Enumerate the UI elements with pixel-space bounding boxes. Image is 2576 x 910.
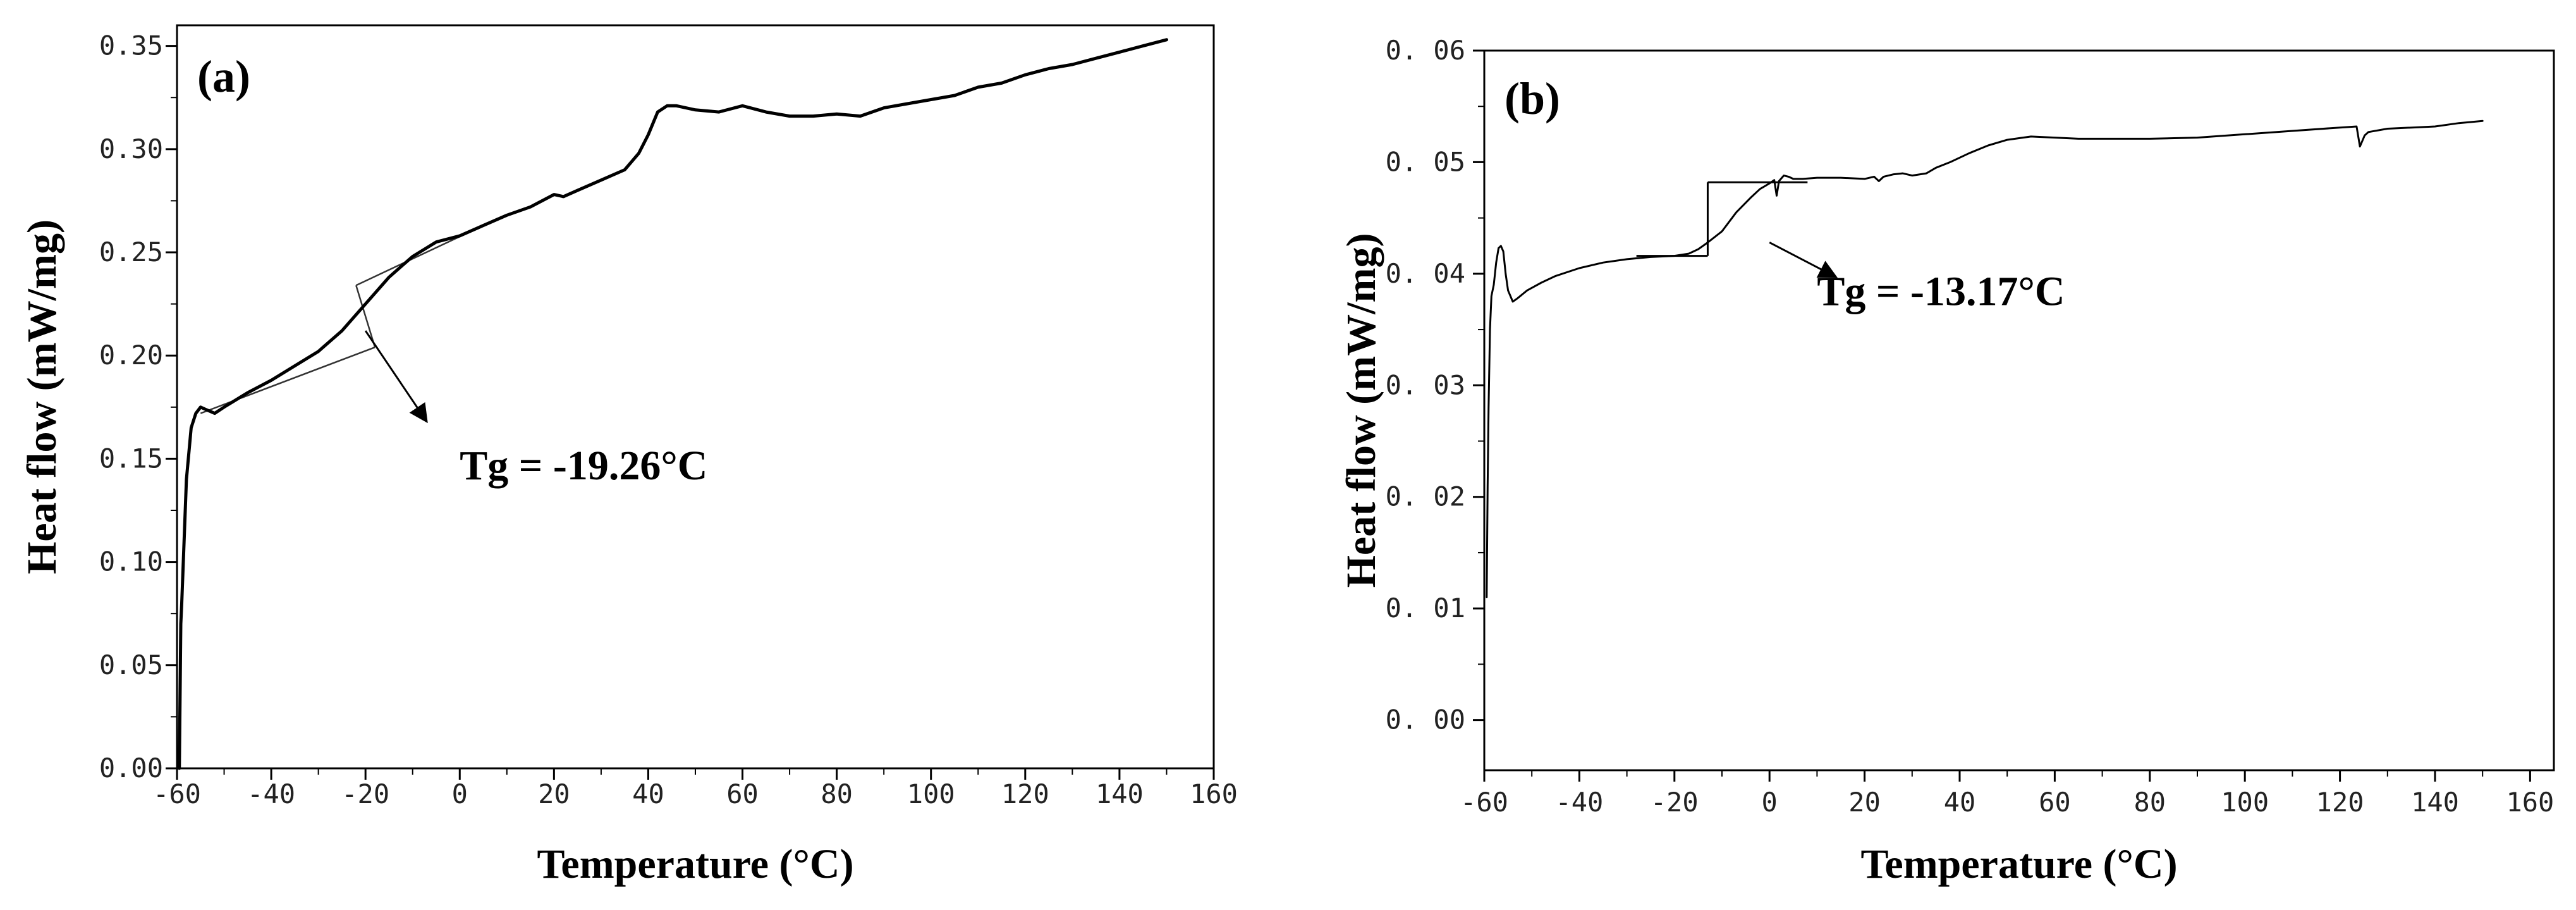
x-tick-label-b: 20: [1848, 787, 1881, 818]
x-tick-label-a: 120: [1001, 778, 1049, 809]
annotation-arrow-a: [364, 330, 428, 424]
x-tick-label-b: 60: [2039, 787, 2071, 818]
y-tick-label-a: 0.30: [99, 133, 163, 164]
x-tick-label-a: 100: [907, 778, 955, 809]
x-tick-label-a: -20: [341, 778, 389, 809]
y-tick-label-b: 0. 01: [1386, 593, 1465, 624]
chart-panel-b: -60 -40 -20 0 20 40 60 80 100 120 140 160 0. 00 0. 01…: [1338, 35, 2555, 887]
x-tick-label-b: 0: [1762, 787, 1778, 818]
tg-annotation-b: Tg = -13.17°C: [1817, 268, 2065, 314]
y-tick-label-a: 0.00: [99, 753, 163, 784]
y-tick-label-b: 0. 02: [1386, 481, 1465, 512]
x-tick-label-a: 40: [632, 778, 664, 809]
y-tick-label-b: 0. 03: [1386, 369, 1465, 400]
y-tick-label-b: 0. 06: [1386, 35, 1465, 66]
y-tick-label-b: 0. 04: [1386, 258, 1465, 289]
y-tick-label-a: 0.10: [99, 546, 163, 577]
x-tick-label-a: 20: [538, 778, 570, 809]
plot-frame-b: [1483, 49, 2555, 772]
x-tick-label-b: -60: [1460, 787, 1508, 818]
series-line-b: [1486, 120, 2484, 598]
annotation-arrow-b: [1769, 242, 1838, 278]
x-tick-label-a: -60: [153, 778, 201, 809]
tangent-line-a: [200, 346, 375, 414]
chart-panel-a: -60 -40 -20 0 20 40 60 80 100 120 140 160 0.00 0.05 0.…: [19, 24, 1238, 887]
y-tick-label-b: 0. 05: [1386, 146, 1465, 177]
x-tick-label-a: 0: [452, 778, 468, 809]
y-tick-label-a: 0.05: [99, 649, 163, 680]
y-tick-label-b: 0. 00: [1386, 704, 1465, 735]
x-tick-label-a: -40: [247, 778, 295, 809]
x-tick-label-b: -40: [1555, 787, 1603, 818]
y-tick-label-a: 0.35: [99, 30, 163, 61]
panel-label-b: (b): [1505, 73, 1560, 124]
x-tick-label-b: 80: [2134, 787, 2166, 818]
x-tick-label-b: 160: [2506, 787, 2554, 818]
y-tick-label-a: 0.20: [99, 340, 163, 371]
series-line-a: [178, 38, 1168, 770]
x-tick-label-a: 60: [726, 778, 759, 809]
x-axis-label-b: Temperature (°C): [1860, 841, 2177, 887]
x-tick-label-b: 120: [2316, 787, 2364, 818]
tangent-line-a: [355, 285, 376, 348]
x-tick-label-b: 40: [1944, 787, 1976, 818]
y-tick-label-a: 0.15: [99, 443, 163, 474]
x-axis-label-a: Temperature (°C): [537, 841, 853, 887]
plot-frame-a: [176, 24, 1215, 770]
x-tick-label-b: 100: [2221, 787, 2269, 818]
x-tick-label-b: -20: [1651, 787, 1699, 818]
x-tick-label-b: 140: [2411, 787, 2459, 818]
y-tick-label-a: 0.25: [99, 237, 163, 267]
x-tick-label-a: 160: [1190, 778, 1238, 809]
x-tick-label-a: 140: [1096, 778, 1144, 809]
panel-label-a: (a): [197, 51, 250, 102]
x-tick-label-a: 80: [821, 778, 853, 809]
y-axis-label-b: Heat flow (mW/mg): [1338, 233, 1384, 588]
y-axis-label-a: Heat flow (mW/mg): [19, 219, 65, 574]
tg-annotation-a: Tg = -19.26°C: [460, 443, 707, 489]
